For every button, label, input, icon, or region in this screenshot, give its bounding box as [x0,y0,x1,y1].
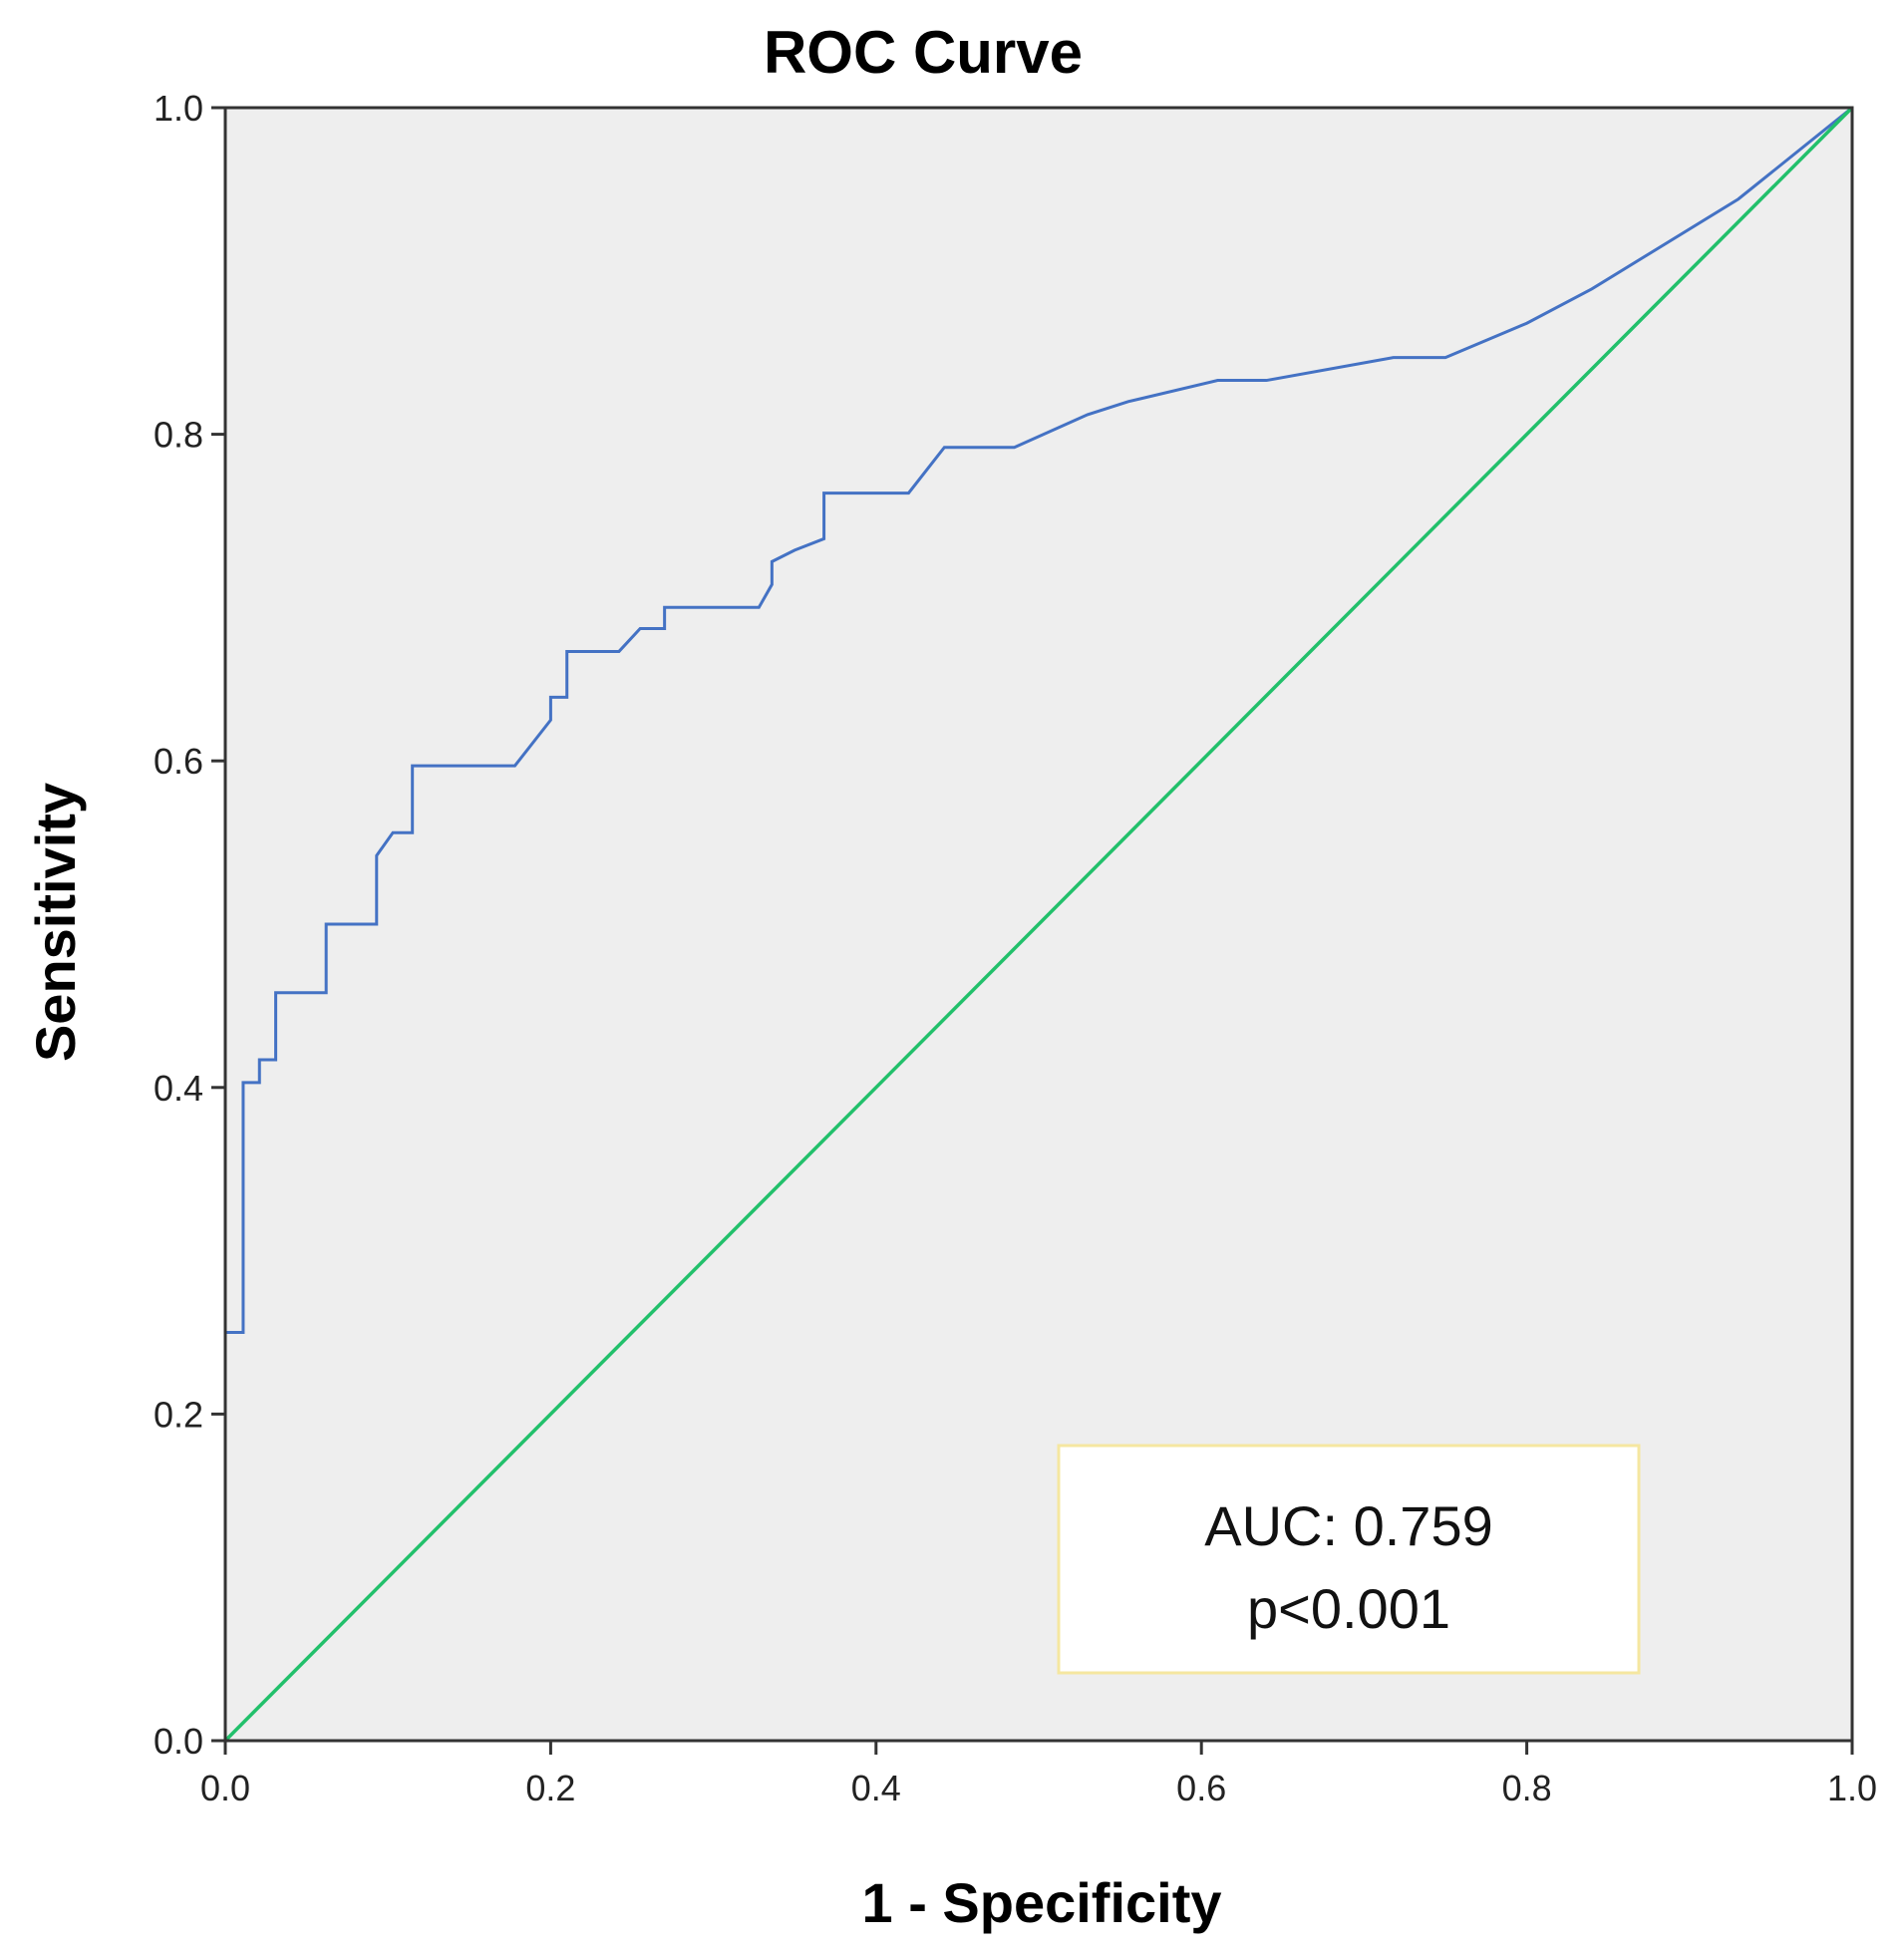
y-tick-label: 0.0 [154,1721,203,1762]
x-tick-label: 0.2 [525,1768,575,1808]
y-tick-label: 0.6 [154,741,203,782]
x-axis-label: 1 - Specificity [861,1871,1221,1934]
chart-title: ROC Curve [764,19,1083,86]
y-tick-label: 0.8 [154,415,203,456]
x-tick-label: 0.0 [200,1768,250,1808]
y-tick-label: 0.4 [154,1068,203,1109]
tick-labels: 0.0 0.2 0.4 0.6 0.8 1.0 0.0 0.2 0.4 0.6 0.8 1.0 [154,88,1877,1808]
auc-annotation: AUC: 0.759 p<0.001 [1057,1444,1641,1675]
series-layer [223,106,1854,1743]
reference-diagonal-line [223,106,1854,1743]
auc-value-label: AUC: 0.759 [1204,1494,1493,1557]
x-tick-label: 0.6 [1176,1768,1226,1808]
auc-annotation-box [1057,1444,1641,1675]
x-tick-label: 1.0 [1827,1768,1877,1808]
x-tick-label: 0.8 [1502,1768,1552,1808]
axis-ticks [211,106,1854,1755]
p-value-label: p<0.001 [1247,1577,1450,1640]
y-tick-label: 0.2 [154,1394,203,1435]
roc-curve-line [223,106,1853,1741]
y-axis-label: Sensitivity [24,783,87,1062]
y-tick-label: 1.0 [154,88,203,129]
x-tick-label: 0.4 [851,1768,901,1808]
plot-frame [223,106,1854,1743]
